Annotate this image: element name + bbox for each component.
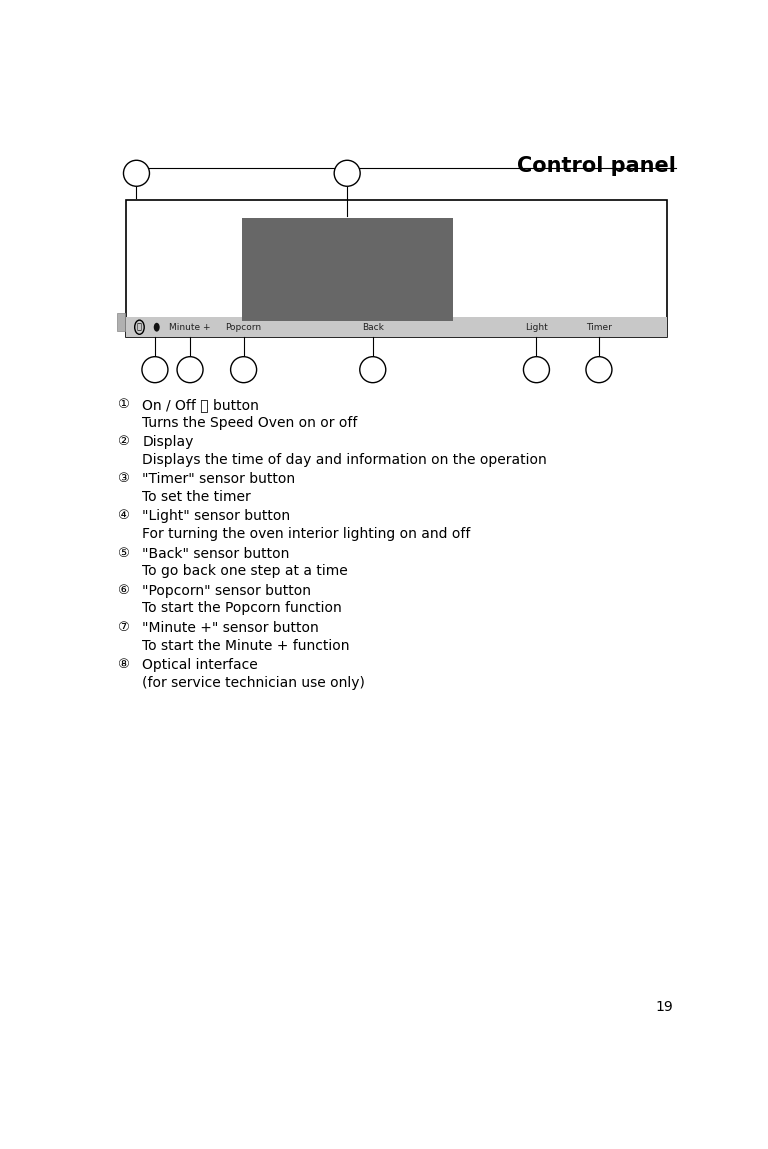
Text: Turns the Speed Oven on or off: Turns the Speed Oven on or off bbox=[142, 416, 358, 430]
Text: ②: ② bbox=[118, 435, 129, 448]
Text: "Timer" sensor button: "Timer" sensor button bbox=[142, 472, 296, 486]
Text: (for service technician use only): (for service technician use only) bbox=[142, 676, 366, 689]
Text: For turning the oven interior lighting on and off: For turning the oven interior lighting o… bbox=[142, 527, 471, 541]
Text: "Popcorn" sensor button: "Popcorn" sensor button bbox=[142, 584, 312, 597]
Text: To start the Minute + function: To start the Minute + function bbox=[142, 639, 350, 653]
Bar bbox=[118, 313, 124, 331]
Text: On / Off ⓘ button: On / Off ⓘ button bbox=[142, 398, 260, 412]
Text: Displays the time of day and information on the operation: Displays the time of day and information… bbox=[142, 453, 547, 466]
Circle shape bbox=[134, 321, 144, 334]
Text: Popcorn: Popcorn bbox=[226, 323, 262, 332]
Text: Minute +: Minute + bbox=[169, 323, 210, 332]
Text: 19: 19 bbox=[656, 1000, 674, 1013]
Text: ⑧: ⑧ bbox=[118, 658, 129, 671]
Text: 6: 6 bbox=[240, 363, 247, 376]
Text: 7: 7 bbox=[187, 363, 194, 376]
Text: To go back one step at a time: To go back one step at a time bbox=[142, 564, 348, 578]
Bar bbox=[242, 217, 453, 321]
Text: 5: 5 bbox=[369, 363, 376, 376]
Text: Back: Back bbox=[362, 323, 384, 332]
Text: 4: 4 bbox=[533, 363, 540, 376]
Text: "Light" sensor button: "Light" sensor button bbox=[142, 509, 290, 524]
Text: Timer: Timer bbox=[586, 323, 612, 332]
Bar bbox=[126, 200, 667, 337]
Text: 8: 8 bbox=[151, 363, 159, 376]
Text: "Back" sensor button: "Back" sensor button bbox=[142, 547, 290, 561]
Text: To start the Popcorn function: To start the Popcorn function bbox=[142, 601, 343, 616]
Text: ⑥: ⑥ bbox=[118, 584, 129, 596]
Text: 1: 1 bbox=[133, 167, 141, 179]
Text: ⑦: ⑦ bbox=[118, 620, 129, 634]
Text: ③: ③ bbox=[118, 472, 129, 485]
Text: Display: Display bbox=[142, 435, 194, 449]
Circle shape bbox=[154, 323, 160, 332]
Text: ⓘ: ⓘ bbox=[137, 323, 142, 332]
Text: ①: ① bbox=[118, 398, 129, 411]
Text: Control panel: Control panel bbox=[518, 155, 677, 176]
Text: Light: Light bbox=[525, 323, 548, 332]
Text: 3: 3 bbox=[595, 363, 603, 376]
Text: To set the timer: To set the timer bbox=[142, 489, 251, 504]
Text: "Minute +" sensor button: "Minute +" sensor button bbox=[142, 620, 319, 635]
Bar bbox=[126, 317, 667, 337]
Text: ④: ④ bbox=[118, 509, 129, 523]
Text: Optical interface: Optical interface bbox=[142, 658, 258, 672]
Text: 2: 2 bbox=[343, 167, 351, 179]
Text: ⑤: ⑤ bbox=[118, 547, 129, 560]
